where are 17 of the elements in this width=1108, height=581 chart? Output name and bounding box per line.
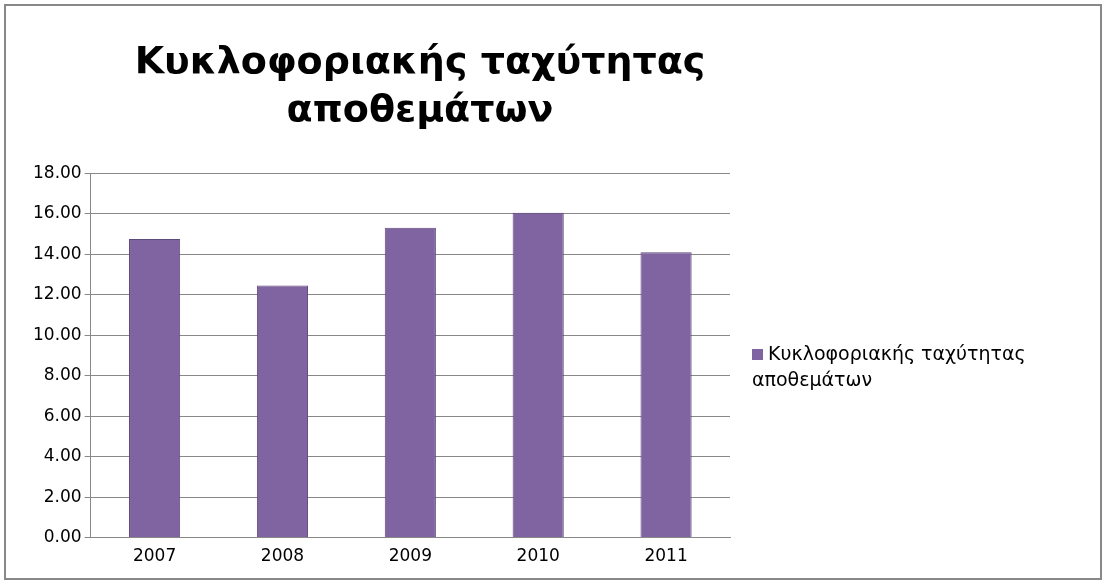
y-tick-label: 4.00 <box>43 445 82 466</box>
x-tick-label: 2011 <box>644 545 688 566</box>
x-tick-label: 2007 <box>132 545 177 566</box>
y-tick-label: 14.00 <box>33 242 82 263</box>
y-tick-label: 6.00 <box>43 404 82 425</box>
y-tick-label: 8.00 <box>43 364 82 385</box>
y-tick-label: 10.00 <box>33 323 82 344</box>
y-tick-label: 12.00 <box>33 283 82 304</box>
y-tick-label: 18.00 <box>33 161 82 182</box>
y-tick-label: 16.00 <box>33 202 82 223</box>
x-tick-label: 2008 <box>260 545 305 566</box>
y-tick-label: 0.00 <box>43 526 82 547</box>
x-tick-label: 2009 <box>388 545 432 566</box>
y-tick-label: 2.00 <box>43 485 82 506</box>
x-tick-label: 2010 <box>516 545 560 566</box>
legend-label: Κυκλοφοριακής ταχύτητας αποθεμάτων <box>752 341 1027 392</box>
chart-title: Κυκλοφοριακής ταχύτητας αποθεμάτων <box>133 37 707 132</box>
